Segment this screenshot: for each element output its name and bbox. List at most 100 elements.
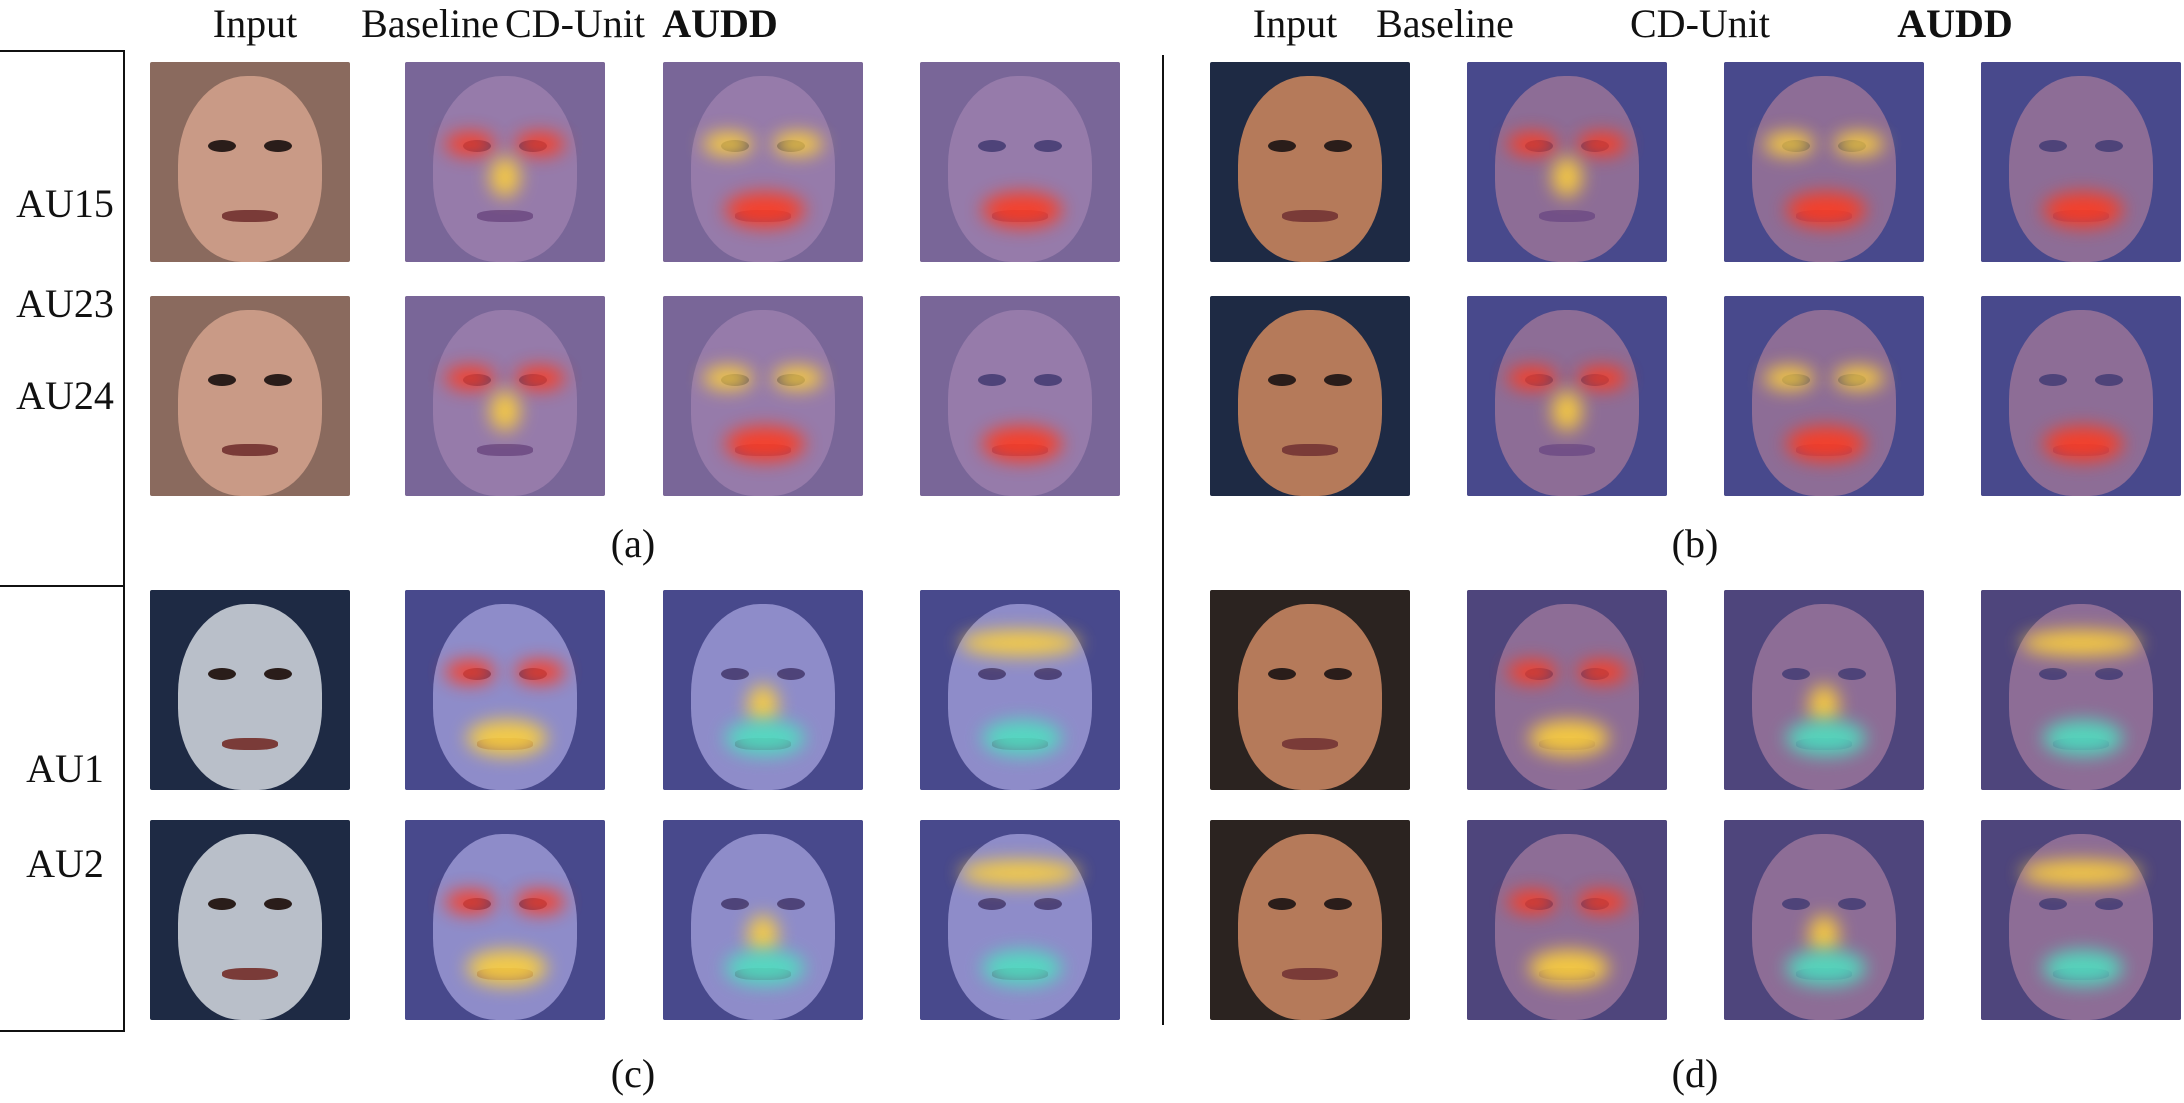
- activation-spot: [982, 192, 1062, 228]
- activation-spot: [725, 192, 805, 228]
- activation-spot: [725, 950, 805, 986]
- activation-spot: [515, 660, 565, 684]
- label-au15: AU15: [16, 181, 114, 226]
- activation-spot: [982, 720, 1062, 756]
- caption-d: (d): [1671, 1051, 1719, 1096]
- panel-d-input-r0: [1210, 590, 1410, 790]
- activation-spot: [445, 660, 495, 684]
- mouth-mark: [1282, 210, 1338, 222]
- header-input-right: Input: [1252, 1, 1338, 46]
- face-shape: [178, 310, 322, 496]
- activation-spot: [445, 366, 495, 390]
- eye-mark: [1268, 668, 1296, 680]
- caption-a: (a): [610, 521, 656, 566]
- header-cdunit-right: CD-Unit: [1630, 1, 1770, 46]
- panel-a-cdunit-r0: [663, 62, 863, 262]
- eye-mark: [1268, 898, 1296, 910]
- mouth-mark: [222, 210, 278, 222]
- activation-spot: [445, 132, 495, 156]
- header-input-left: Input: [212, 1, 298, 46]
- activation-spot: [1507, 132, 1557, 156]
- activation-spot: [1552, 157, 1582, 197]
- panel-a-cdunit-r1: [663, 296, 863, 496]
- panel-c-input-r1: [150, 820, 350, 1020]
- caption-c: (c): [610, 1051, 656, 1096]
- activation-spot: [467, 720, 547, 756]
- panel-a-input-r1: [150, 296, 350, 496]
- panel-d-baseline-r1: [1467, 820, 1667, 1020]
- activation-spot: [515, 366, 565, 390]
- activation-spot: [1834, 132, 1884, 156]
- activation-spot: [773, 366, 823, 390]
- panel-a-input-r0: [150, 62, 350, 262]
- label-au24: AU24: [16, 373, 114, 418]
- face-shape: [1238, 76, 1382, 262]
- panel-b-baseline-r1: [1467, 296, 1667, 496]
- panel-b-cdunit-r1: [1724, 296, 1924, 496]
- bracket-vertical-bottom: [123, 585, 125, 1030]
- activation-spot: [703, 132, 753, 156]
- face-shape: [178, 76, 322, 262]
- panel-b-baseline-r0: [1467, 62, 1667, 262]
- activation-spot: [725, 426, 805, 462]
- activation-spot: [748, 685, 778, 725]
- activation-spot: [2043, 950, 2123, 986]
- activation-spot: [445, 890, 495, 914]
- panel-c-input-r0: [150, 590, 350, 790]
- panel-a-baseline-r1: [405, 296, 605, 496]
- panel-d-audd-r1: [1981, 820, 2181, 1020]
- eye-mark: [1324, 898, 1352, 910]
- panel-a-baseline-r0: [405, 62, 605, 262]
- activation-spot: [1809, 915, 1839, 955]
- header-baseline-right: Baseline: [1376, 1, 1514, 46]
- heatmap-overlay: [1981, 820, 2181, 1020]
- activation-spot: [1507, 890, 1557, 914]
- eye-mark: [264, 140, 292, 152]
- panel-c-audd-r1: [920, 820, 1120, 1020]
- activation-spot: [1529, 950, 1609, 986]
- heatmap-overlay: [405, 820, 605, 1020]
- label-au1: AU1: [26, 746, 104, 791]
- eye-mark: [1324, 140, 1352, 152]
- activation-spot: [982, 950, 1062, 986]
- eye-mark: [1268, 374, 1296, 386]
- heatmap-overlay: [1724, 296, 1924, 496]
- activation-spot: [1764, 366, 1814, 390]
- mouth-mark: [1282, 968, 1338, 980]
- panel-c-audd-r0: [920, 590, 1120, 790]
- eye-mark: [264, 668, 292, 680]
- activation-spot: [960, 630, 1080, 656]
- panel-b-audd-r0: [1981, 62, 2181, 262]
- activation-spot: [1577, 890, 1627, 914]
- eye-mark: [1324, 374, 1352, 386]
- label-au2: AU2: [26, 841, 104, 886]
- eye-mark: [1324, 668, 1352, 680]
- heatmap-overlay: [920, 296, 1120, 496]
- activation-spot: [490, 391, 520, 431]
- label-au23: AU23: [16, 281, 114, 326]
- eye-mark: [1268, 140, 1296, 152]
- panel-a-audd-r1: [920, 296, 1120, 496]
- mouth-mark: [222, 738, 278, 750]
- face-shape: [178, 604, 322, 790]
- panel-c-cdunit-r0: [663, 590, 863, 790]
- caption-b: (b): [1671, 521, 1719, 566]
- activation-spot: [467, 950, 547, 986]
- face-shape: [1238, 604, 1382, 790]
- panel-b-input-r1: [1210, 296, 1410, 496]
- activation-spot: [1529, 720, 1609, 756]
- activation-spot: [1507, 660, 1557, 684]
- mouth-mark: [222, 968, 278, 980]
- panel-d-baseline-r0: [1467, 590, 1667, 790]
- activation-spot: [2043, 720, 2123, 756]
- face-shape: [178, 834, 322, 1020]
- activation-spot: [1552, 391, 1582, 431]
- panel-b-input-r0: [1210, 62, 1410, 262]
- heatmap-overlay: [1467, 590, 1667, 790]
- activation-spot: [2043, 426, 2123, 462]
- face-shape: [1238, 310, 1382, 496]
- heatmap-overlay: [663, 296, 863, 496]
- header-baseline-left: Baseline: [361, 1, 499, 46]
- eye-mark: [208, 374, 236, 386]
- panel-c-baseline-r1: [405, 820, 605, 1020]
